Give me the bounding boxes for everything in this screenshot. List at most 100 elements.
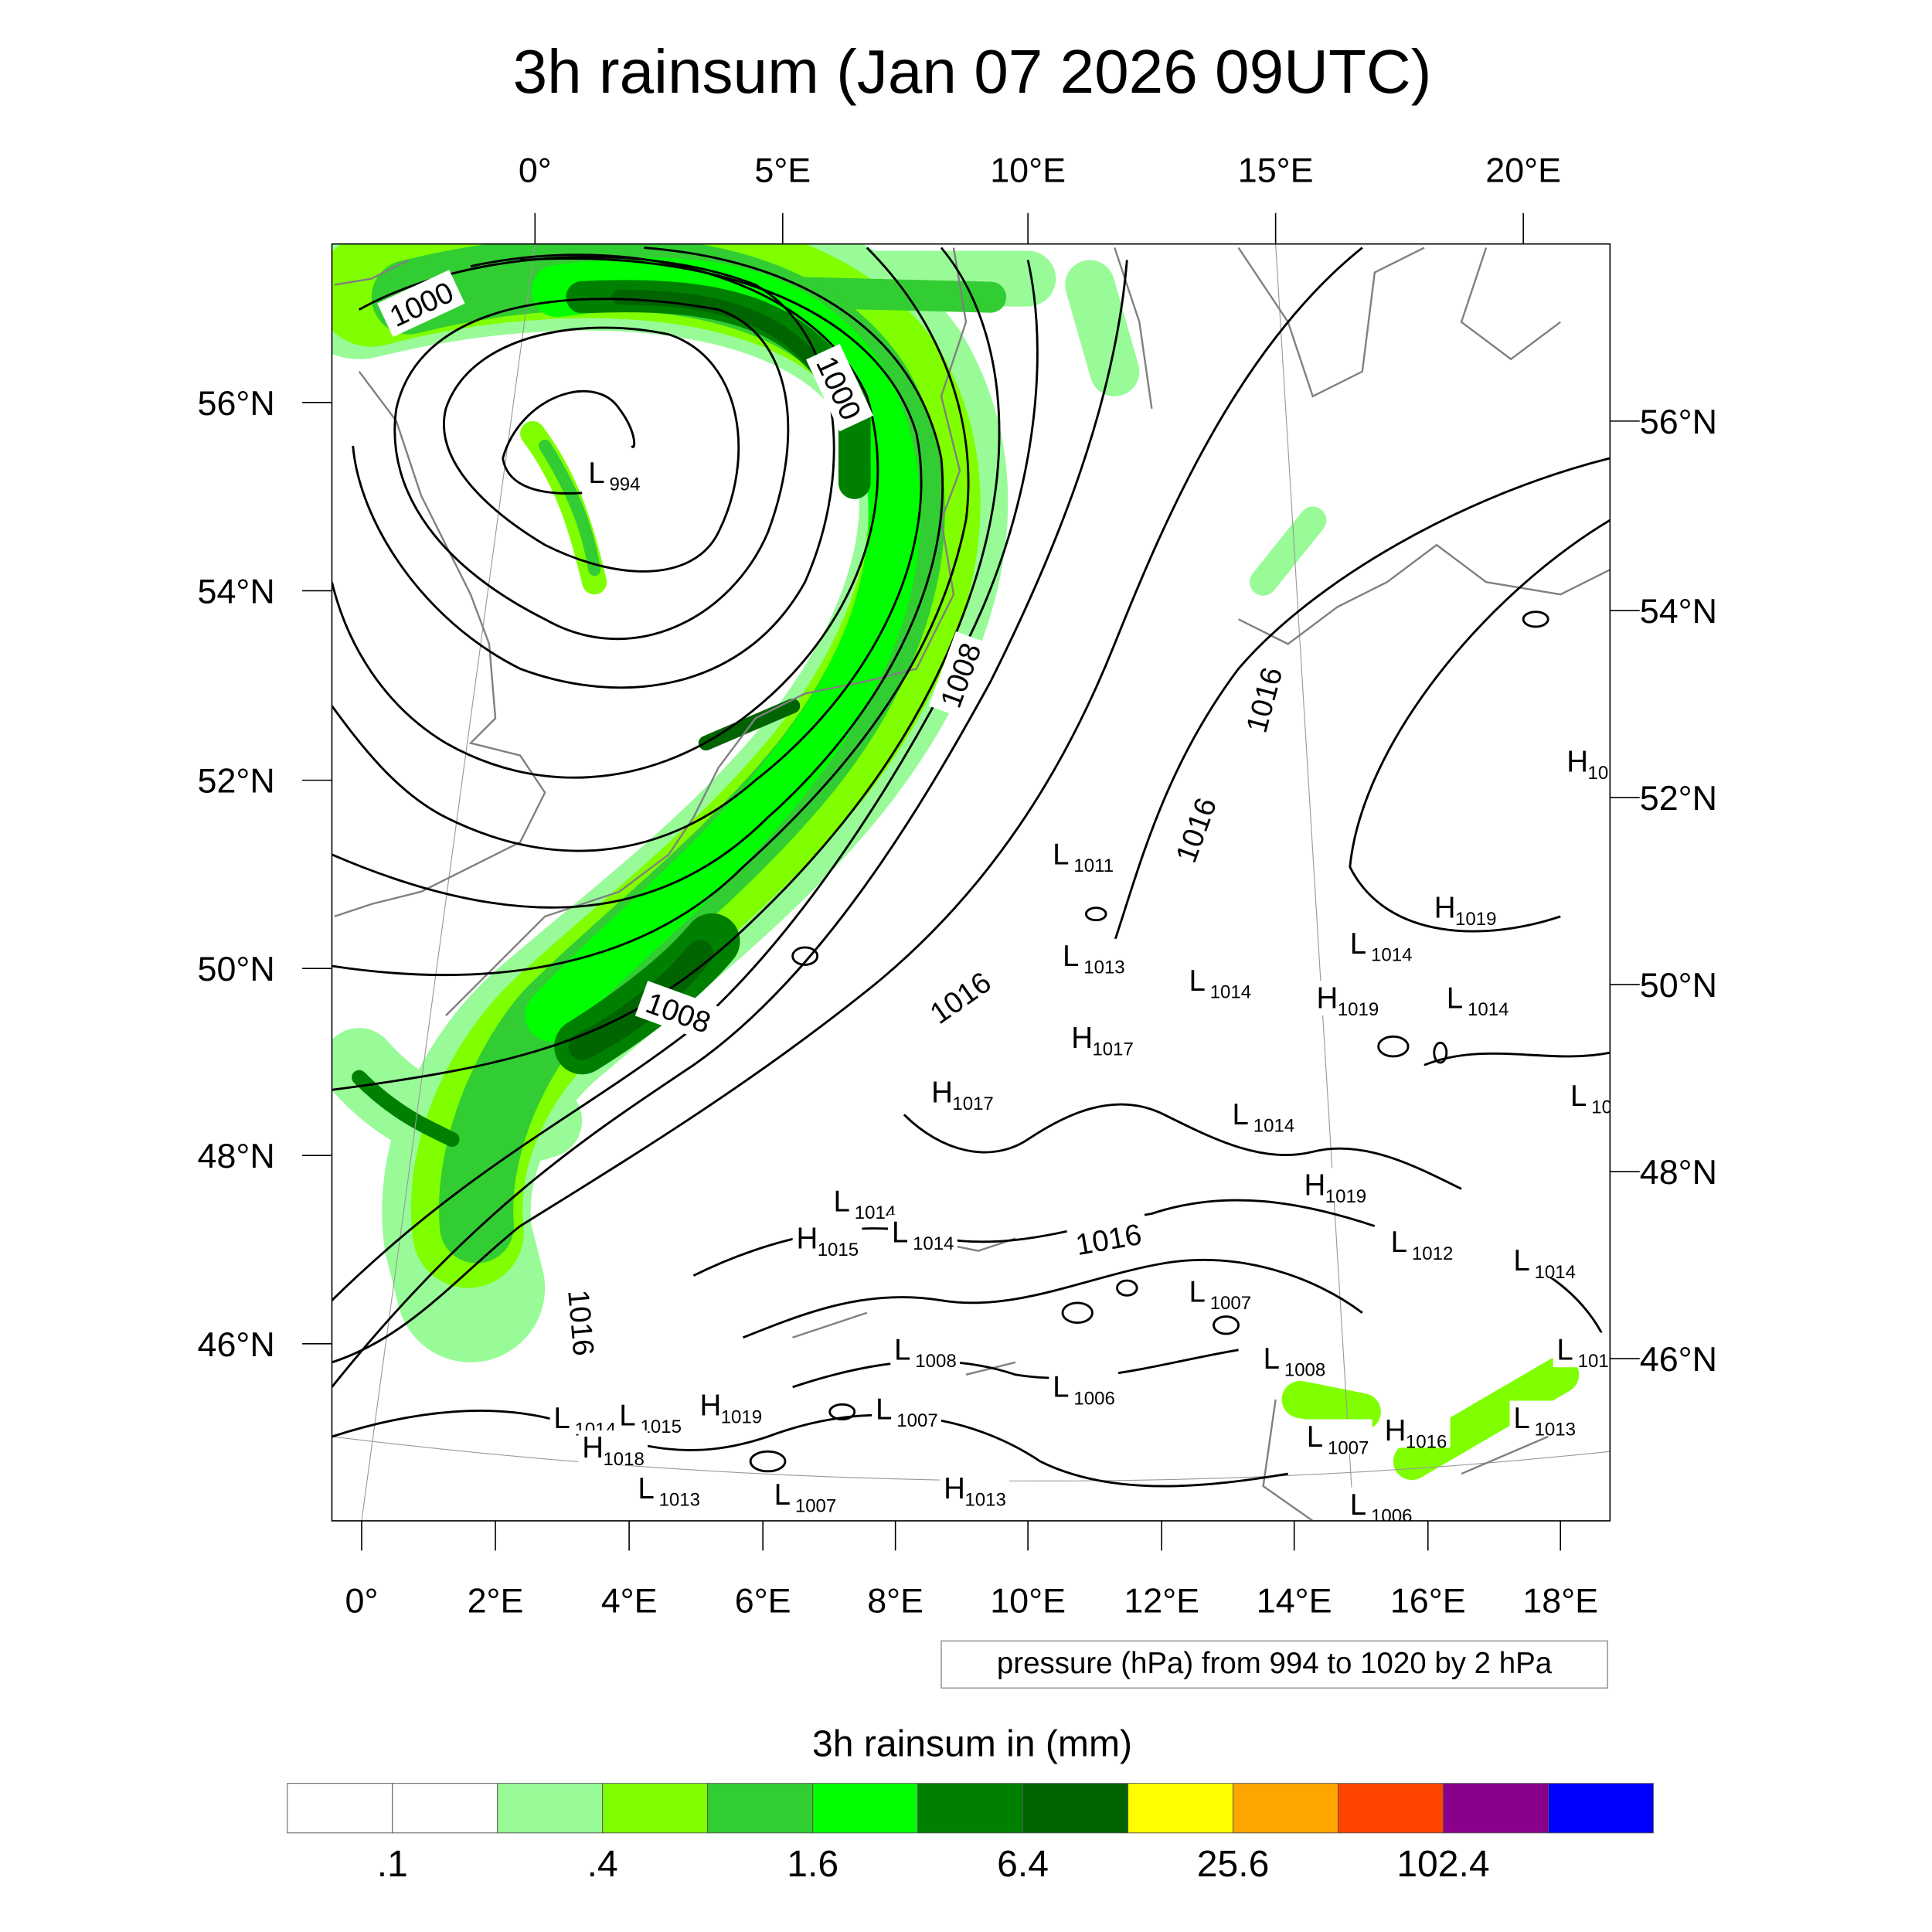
low-pressure-label: L 1007: [1302, 1419, 1372, 1458]
svg-text:L: L: [588, 457, 604, 490]
svg-text:L: L: [1391, 1226, 1407, 1259]
svg-text:1019: 1019: [721, 1406, 762, 1427]
colorbar-swatch: [1442, 1783, 1549, 1834]
high-pressure-label: H 1019: [1300, 1168, 1370, 1207]
left-lat-label: 50°N: [198, 949, 275, 988]
top-lon-label: 15°E: [1238, 151, 1314, 190]
colorbar-swatch: [602, 1783, 709, 1834]
low-pressure-label: L 1014: [1345, 926, 1416, 966]
svg-text:L: L: [1350, 1488, 1366, 1522]
svg-text:101: 101: [1578, 1351, 1609, 1372]
high-pressure-label: H 1019: [1312, 981, 1383, 1020]
svg-text:1016: 1016: [1240, 664, 1290, 736]
colorbar-swatch: [287, 1783, 393, 1834]
svg-text:H: H: [1385, 1414, 1406, 1447]
low-pressure-label: L 1013: [1509, 1400, 1580, 1440]
svg-text:1014: 1014: [913, 1233, 954, 1254]
low-pressure-label: L 1014: [829, 1184, 900, 1223]
svg-text:1013: 1013: [1535, 1419, 1576, 1440]
right-lat-label: 50°N: [1640, 965, 1717, 1005]
right-lat-label: 52°N: [1640, 778, 1717, 818]
cyclone-dry-core: [443, 359, 727, 623]
left-lat-label: 54°N: [198, 571, 275, 611]
top-lon-label: 20°E: [1485, 151, 1561, 190]
colorbar-swatch: [812, 1783, 919, 1834]
svg-text:H: H: [1304, 1168, 1326, 1202]
low-pressure-label: L 1014: [888, 1215, 957, 1254]
map-frame: [331, 243, 1611, 1522]
svg-text:1008: 1008: [915, 1351, 956, 1372]
svg-text:1017: 1017: [952, 1094, 993, 1114]
high-pressure-label: H 1013: [940, 1471, 1010, 1511]
isobar-label: 1016: [917, 958, 1003, 1036]
bottom-lon-label: 14°E: [1257, 1581, 1332, 1621]
low-pressure-label: L 1014: [549, 1400, 620, 1440]
svg-text:L: L: [834, 1185, 850, 1218]
bottom-lon-label: 10°E: [990, 1581, 1066, 1621]
high-pressure-label: H 10: [1563, 744, 1608, 784]
low-pressure-label: L 1014: [1185, 963, 1255, 1003]
high-pressure-label: H 1017: [1067, 1020, 1138, 1060]
svg-text:H: H: [931, 1076, 953, 1109]
svg-text:L: L: [1264, 1342, 1280, 1376]
low-pressure-label: L 1012: [1386, 1224, 1457, 1264]
low-pressure-label: L 1008: [890, 1332, 960, 1372]
svg-text:L: L: [619, 1400, 635, 1433]
bottom-lon-label: 2°E: [468, 1581, 524, 1621]
svg-text:994: 994: [609, 474, 640, 495]
axis-labels: 0° 5°E 10°E 15°E 20°E 0° 2°E 4°E 6°E 8°E 10°E 12°E 1…: [198, 151, 1717, 1621]
bottom-lon-label: 16°E: [1390, 1581, 1466, 1621]
low-pressure-label: L 1008: [1259, 1341, 1329, 1380]
bottom-lon-label: 6°E: [735, 1581, 791, 1621]
svg-text:L: L: [1189, 964, 1205, 998]
low-pressure-label: L 1006: [1345, 1487, 1416, 1527]
svg-text:L: L: [1556, 1334, 1573, 1367]
svg-text:1015: 1015: [818, 1240, 859, 1260]
map-title: 3h rainsum (Jan 07 2026 09UTC): [513, 36, 1432, 106]
high-pressure-label: H 1017: [927, 1075, 998, 1114]
svg-text:H: H: [796, 1222, 818, 1255]
svg-text:1006: 1006: [1371, 1506, 1412, 1527]
top-lon-label: 10°E: [990, 151, 1066, 190]
svg-text:H: H: [699, 1389, 721, 1423]
high-pressure-label: H 1019: [696, 1388, 766, 1427]
svg-text:H: H: [1566, 745, 1588, 778]
svg-text:L: L: [774, 1478, 791, 1512]
svg-text:L: L: [1513, 1244, 1529, 1277]
bottom-lon-label: 4°E: [601, 1581, 658, 1621]
bottom-lon-label: 18°E: [1522, 1581, 1598, 1621]
svg-text:L: L: [1189, 1275, 1205, 1308]
colorbar-label: 1.6: [787, 1843, 838, 1885]
svg-text:1019: 1019: [1455, 909, 1496, 930]
bottom-lon-label: 0°: [345, 1581, 379, 1621]
svg-text:1016: 1016: [561, 1288, 600, 1357]
low-pressure-label: L 1007: [770, 1477, 840, 1517]
svg-text:1007: 1007: [896, 1410, 937, 1431]
svg-text:H: H: [944, 1472, 965, 1505]
low-pressure-label: L 1014: [1509, 1243, 1580, 1283]
svg-text:1006: 1006: [1073, 1388, 1114, 1409]
isobar-label: 1016: [560, 1281, 604, 1364]
colorbar-title: 3h rainsum in (mm): [812, 1723, 1132, 1764]
svg-text:1013: 1013: [964, 1490, 1005, 1511]
svg-text:L: L: [894, 1334, 910, 1367]
isobar-label: 1016: [1164, 786, 1226, 874]
right-lat-label: 48°N: [1640, 1152, 1717, 1192]
low-pressure-label: L 1014: [1442, 981, 1512, 1020]
low-pressure-label: L 101: [1553, 1332, 1611, 1372]
colorbar-label: 6.4: [997, 1843, 1049, 1885]
svg-text:1014: 1014: [1535, 1262, 1576, 1283]
svg-text:L: L: [1063, 940, 1079, 973]
svg-text:10: 10: [1591, 1097, 1612, 1118]
colorbar-label: .4: [587, 1843, 618, 1885]
svg-text:1014: 1014: [1253, 1116, 1294, 1137]
bottom-lon-label: 12°E: [1124, 1581, 1199, 1621]
svg-text:H: H: [1071, 1022, 1093, 1055]
colorbar-label: .1: [377, 1843, 408, 1885]
low-pressure-label: L 1006: [1049, 1369, 1119, 1409]
colorbar-label: 102.4: [1396, 1843, 1489, 1885]
left-lat-label: 56°N: [198, 383, 275, 423]
high-pressure-label: H 1016: [1380, 1413, 1451, 1452]
